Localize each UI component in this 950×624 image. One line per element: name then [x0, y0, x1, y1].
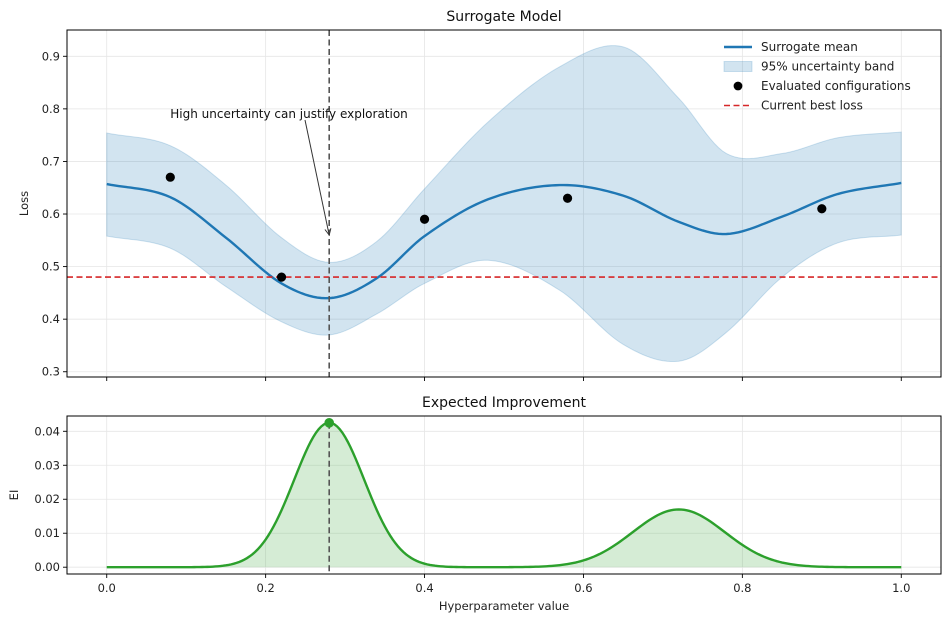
- axes-frame: [66, 29, 942, 378]
- panel-title: Expected Improvement: [422, 395, 586, 411]
- legend-label: Current best loss: [761, 99, 863, 113]
- legend-swatch-band: [723, 61, 753, 72]
- expected-improvement-panel: Expected Improvement EI 0.00 0.01 0.02 0.03 0.…: [7, 395, 942, 613]
- ei-area: [106, 422, 902, 568]
- surrogate-model-panel: Surrogate Model Loss 0.3 0.4 0.5 0.6 0.7 0.8 0.9…: [17, 9, 942, 381]
- x-tick-label: 0.2: [256, 581, 274, 595]
- y-tick-label: 0.02: [34, 492, 60, 506]
- x-tick-label: 0.4: [415, 581, 433, 595]
- x-axis-label: Hyperparameter value: [439, 599, 569, 613]
- y-tick-label: 0.00: [34, 560, 60, 574]
- annotation-arrowhead: [324, 228, 332, 237]
- uncertainty-band: [106, 45, 902, 363]
- y-axis-label: EI: [7, 490, 21, 501]
- x-tick-label: 1.0: [892, 581, 910, 595]
- surrogate-mean-line: [106, 181, 902, 300]
- x-tick-label: 0.0: [98, 581, 116, 595]
- legend-label: 95% uncertainty band: [761, 60, 894, 74]
- annotation-text: High uncertainty can justify exploration: [170, 107, 408, 121]
- y-tick-label: 0.01: [34, 526, 60, 540]
- y-tick-label: 0.5: [42, 260, 60, 274]
- y-tick-label: 0.6: [42, 207, 60, 221]
- legend-label: Evaluated configurations: [761, 79, 911, 93]
- legend-swatch-marker: [733, 81, 743, 91]
- x-tick-label: 0.6: [574, 581, 592, 595]
- axes-frame: [66, 415, 942, 575]
- y-tick-label: 0.9: [42, 49, 60, 63]
- y-axis-label: Loss: [17, 191, 31, 216]
- panel-title: Surrogate Model: [446, 9, 561, 25]
- x-tick-label: 0.8: [733, 581, 751, 595]
- evaluated-point: [817, 204, 827, 214]
- ei-line: [106, 421, 902, 569]
- annotation-arrow: [304, 119, 330, 236]
- ei-max-point: [324, 417, 335, 428]
- y-tick-label: 0.4: [42, 312, 60, 326]
- legend-label: Surrogate mean: [761, 40, 858, 54]
- y-tick-label: 0.03: [34, 458, 60, 472]
- evaluated-point: [419, 214, 430, 224]
- evaluated-point: [165, 172, 175, 182]
- evaluated-point: [562, 193, 573, 203]
- evaluated-point: [276, 272, 287, 282]
- y-tick-label: 0.3: [42, 365, 60, 379]
- y-tick-label: 0.7: [42, 154, 60, 168]
- y-tick-label: 0.04: [34, 424, 60, 438]
- y-tick-label: 0.8: [42, 102, 60, 116]
